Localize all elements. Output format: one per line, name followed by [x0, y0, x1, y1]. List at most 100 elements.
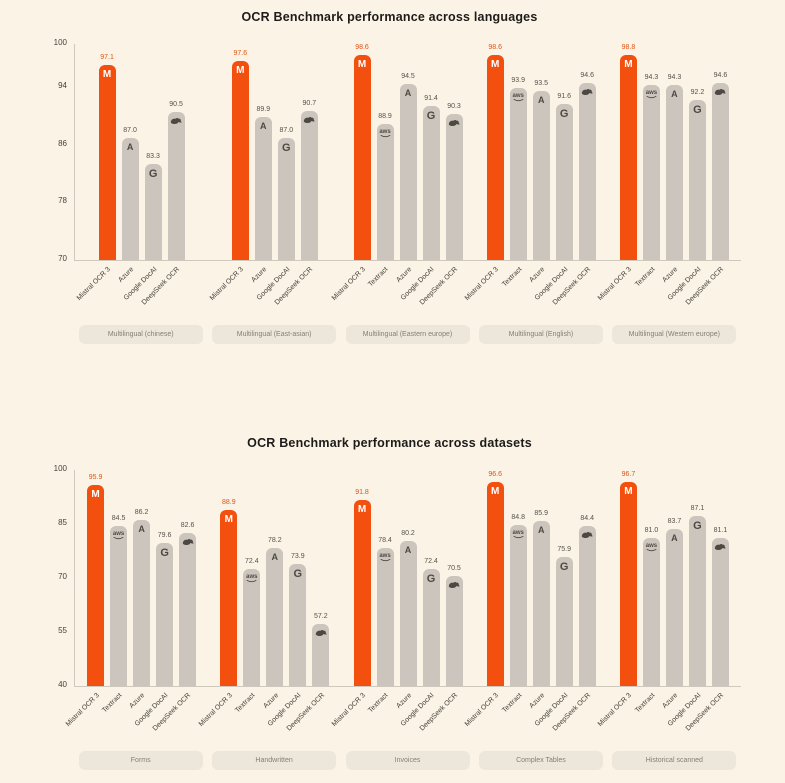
bar-value-label: 70.5	[447, 565, 461, 573]
bar-group: 91.8 M Mistral OCR 3 78.4 aws Textract 80.2 A Az…	[331, 470, 474, 732]
deepseek-whale-icon	[315, 630, 327, 637]
bar-textract: aws	[509, 87, 527, 260]
bar-column-azure: 89.9 A Azure	[250, 44, 272, 284]
bar-column-azure: 85.9 A Azure	[528, 470, 550, 710]
deepseek-logo-icon	[179, 538, 196, 547]
group-pill-slot: Complex Tables	[474, 751, 607, 770]
bar-column-azure: 80.2 A Azure	[395, 470, 417, 710]
bar-google: G	[277, 137, 295, 260]
bar-column-azure: 86.2 A Azure	[129, 470, 151, 710]
group-pill-slot: Invoices	[341, 751, 474, 770]
azure-a-icon: A	[671, 532, 678, 543]
bar-value-label: 97.1	[100, 53, 114, 61]
y-tick-label: 70	[58, 254, 67, 263]
bar-column-mistral: 97.6 M Mistral OCR 3	[209, 44, 249, 302]
x-tick-label: Azure	[528, 692, 547, 710]
bar-mistral: M	[231, 61, 249, 260]
mistral-logo-icon: M	[87, 489, 104, 500]
bar-google: G	[688, 100, 706, 260]
group-label-pill: Multilingual (chinese)	[78, 325, 203, 344]
group-label-pill: Historical scanned	[612, 751, 737, 770]
bar-column-deepseek: 84.4 DeepSeek OCR	[552, 470, 596, 732]
textract-logo-icon: aws	[510, 93, 527, 102]
bar-value-label: 94.5	[401, 72, 415, 80]
mistral-logo-icon: M	[354, 503, 371, 515]
x-tick-label: Azure	[250, 266, 269, 284]
bar-value-label: 82.6	[180, 521, 195, 529]
bar-value-label: 85.9	[534, 509, 549, 517]
bar-value-label: 79.6	[157, 532, 172, 540]
mistral-logo-icon: M	[620, 60, 637, 70]
azure-a-icon: A	[271, 552, 279, 563]
mistral-m-icon: M	[491, 486, 500, 498]
bar-mistral: M	[98, 64, 116, 260]
deepseek-logo-icon	[579, 531, 596, 540]
x-tick-label: Textract	[634, 692, 657, 715]
bar-group: 97.6 M Mistral OCR 3 89.9 A Azure 87.0 G Google …	[208, 44, 341, 306]
aws-text-icon: aws	[512, 92, 524, 99]
bar-column-mistral: 98.6 M Mistral OCR 3	[331, 44, 371, 302]
bar-column-azure: 87.0 A Azure	[117, 44, 139, 284]
deepseek-logo-icon	[301, 116, 318, 125]
mistral-logo-icon: M	[232, 66, 249, 76]
google-g-icon: G	[693, 520, 702, 533]
deepseek-whale-icon	[582, 532, 593, 539]
textract-logo-icon: aws	[510, 530, 527, 539]
aws-smile-icon	[513, 98, 524, 102]
bar-value-label: 84.4	[580, 515, 595, 523]
group-pill-slot: Multilingual (Eastern europe)	[341, 325, 474, 344]
bar-group: 98.8 M Mistral OCR 3 94.3 aws Textract 94.3 A Az…	[597, 44, 741, 306]
azure-a-icon: A	[138, 523, 145, 534]
google-g-icon: G	[426, 109, 436, 122]
mistral-m-icon: M	[357, 503, 367, 515]
google-logo-icon: G	[689, 105, 706, 116]
bar-value-label: 96.6	[488, 471, 503, 479]
x-tick-label: Azure	[395, 692, 413, 710]
deepseek-whale-icon	[182, 538, 194, 545]
aws-smile-icon	[646, 549, 657, 552]
bar-column-textract: 94.3 aws Textract	[634, 44, 660, 288]
bar-column-textract: 84.8 aws Textract	[501, 470, 527, 714]
azure-logo-icon: A	[666, 532, 683, 543]
bar-value-label: 94.3	[644, 74, 659, 82]
bar-value-label: 98.6	[488, 44, 503, 51]
bar-value-label: 72.4	[424, 558, 438, 566]
group-label-pill: Multilingual (English)	[478, 325, 603, 344]
bar-deepseek	[179, 532, 197, 686]
x-tick-label: Azure	[661, 266, 680, 284]
y-tick-label: 86	[58, 138, 67, 148]
bar-value-label: 94.6	[713, 71, 728, 79]
x-tick-label: Azure	[128, 692, 147, 710]
y-tick-label: 94	[58, 81, 67, 91]
x-tick-label: Mistral OCR 3	[464, 266, 501, 303]
group-label-pill: Multilingual (Western europe)	[612, 325, 737, 344]
bar-value-label: 87.1	[690, 505, 705, 513]
azure-a-icon: A	[404, 545, 412, 556]
group-label-pill: Complex Tables	[478, 751, 603, 770]
bar-column-textract: 93.9 aws Textract	[501, 44, 527, 288]
bar-column-google: 92.2 G Google DocAI	[667, 44, 706, 302]
azure-a-icon: A	[537, 94, 545, 105]
bar-mistral: M	[486, 482, 504, 686]
aws-smile-icon	[380, 558, 390, 561]
bar-textract: aws	[642, 538, 660, 686]
bar-column-azure: 94.3 A Azure	[661, 44, 683, 284]
bar-column-azure: 78.2 A Azure	[262, 470, 284, 710]
bar-value-label: 88.9	[378, 112, 392, 120]
bar-column-deepseek: 70.5 DeepSeek OCR	[419, 470, 463, 732]
bar-azure: A	[665, 528, 683, 686]
deepseek-logo-icon	[579, 88, 596, 97]
bar-textract: aws	[243, 569, 261, 686]
bar-mistral: M	[619, 481, 637, 686]
azure-logo-icon: A	[533, 525, 550, 535]
bar-deepseek	[445, 576, 463, 686]
x-tick-label: Mistral OCR 3	[76, 266, 113, 303]
bar-group: 96.7 M Mistral OCR 3 81.0 aws Textract 83.7 A Az…	[597, 470, 741, 732]
x-tick-label: Mistral OCR 3	[64, 692, 101, 729]
bar-group: 98.6 M Mistral OCR 3 88.9 aws Textract 94.5 A Az…	[331, 44, 474, 306]
textract-logo-icon: aws	[643, 90, 660, 99]
deepseek-whale-icon	[448, 119, 460, 126]
bar-column-azure: 83.7 A Azure	[661, 470, 683, 710]
google-g-icon: G	[559, 108, 569, 121]
